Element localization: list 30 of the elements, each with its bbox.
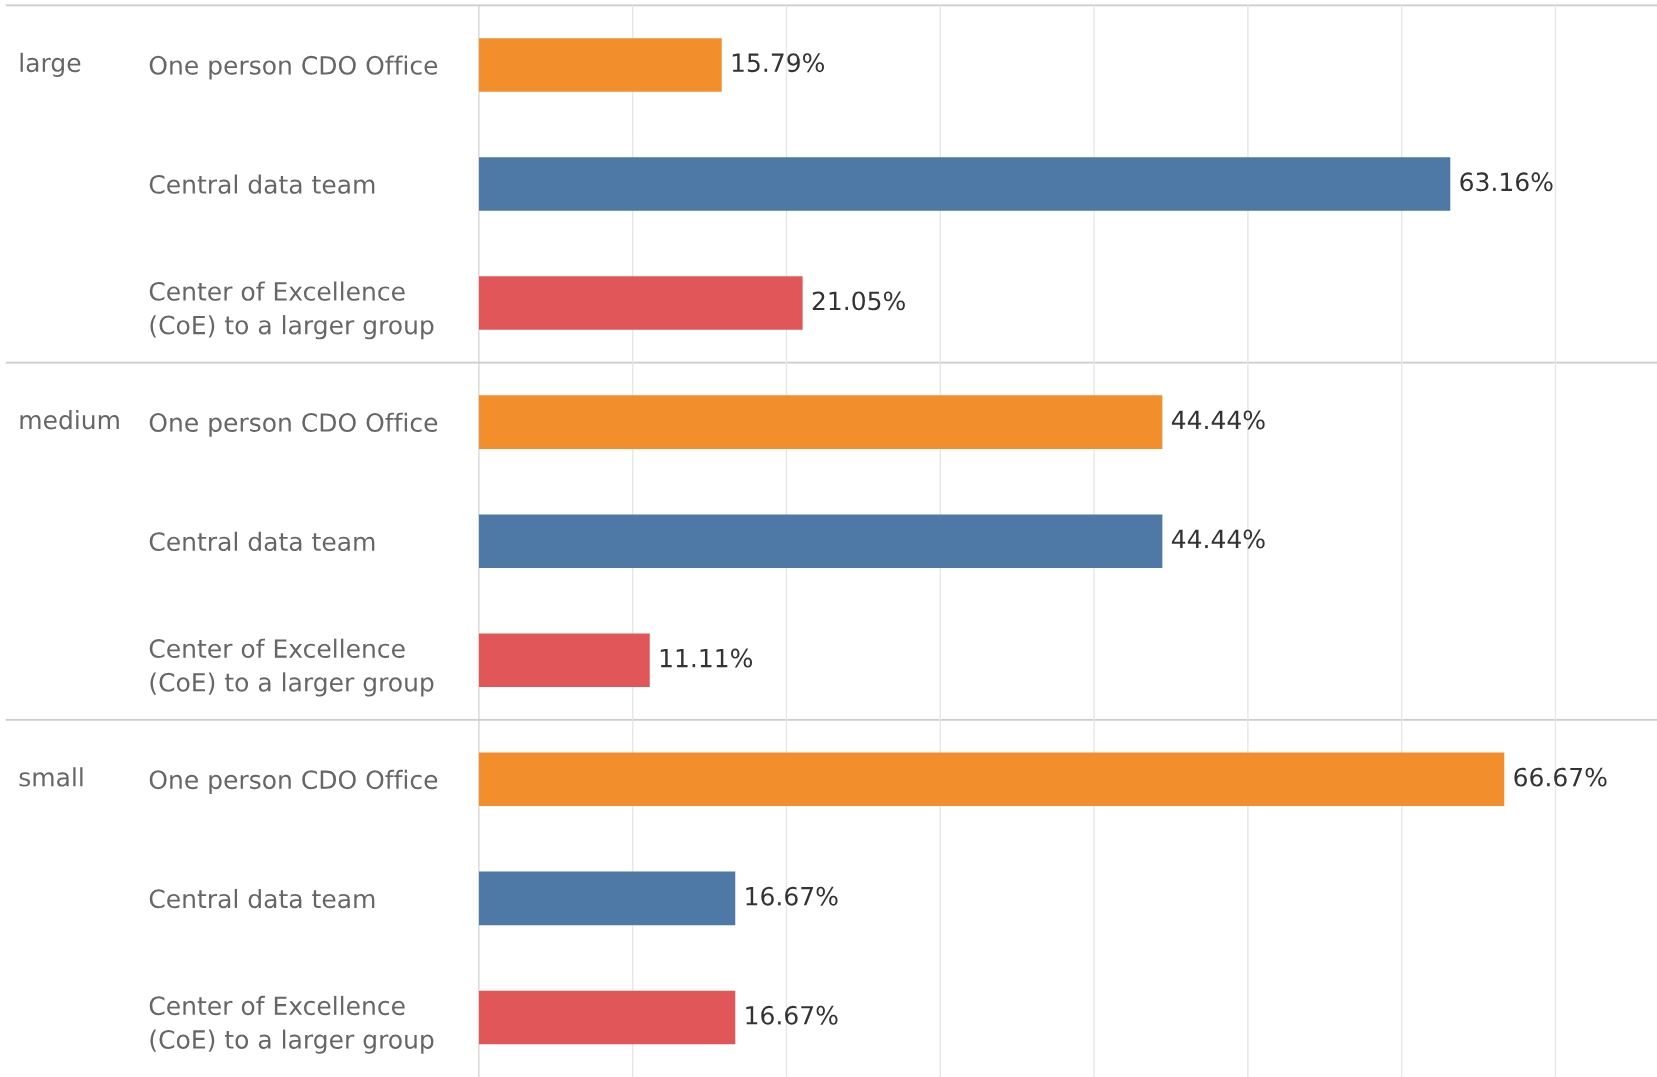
data-label: 16.67%	[746, 886, 838, 906]
y-tick-label: Central data team	[149, 531, 375, 552]
data-label: 21.05%	[812, 291, 905, 311]
data-label: 44.44%	[1171, 529, 1265, 549]
text: small	[19, 767, 83, 787]
y-tick-label: Center of Excellence (CoE) to a larger group	[149, 281, 434, 340]
data-label: 63.16%	[1460, 172, 1553, 192]
y-tick-label: Center of Excellence (CoE) to a larger group	[149, 995, 434, 1054]
data-label: 16.67%	[746, 1005, 838, 1025]
bar	[478, 752, 1505, 807]
bar	[478, 38, 722, 92]
bar	[478, 514, 1163, 568]
bar	[478, 395, 1163, 449]
y-tick-label: One person CDO Office	[149, 412, 438, 437]
y-tick-label: Central data team	[149, 888, 375, 909]
y-tick-label: Central data team	[149, 174, 375, 194]
y-tick-label: One person CDO Office	[149, 769, 438, 795]
data-label: 11.11%	[660, 648, 753, 668]
bar	[478, 871, 736, 926]
bar	[478, 990, 736, 1045]
y-tick-label: One person CDO Office	[149, 55, 438, 80]
data-label: 66.67%	[1514, 767, 1607, 787]
bar	[478, 276, 803, 330]
bar	[478, 633, 650, 688]
y-tick-label: Center of Excellence (CoE) to a larger group	[149, 638, 434, 697]
data-label: 15.79%	[732, 53, 825, 73]
data-label: 44.44%	[1171, 410, 1265, 430]
bar	[478, 157, 1451, 211]
text: large	[20, 52, 81, 78]
text: medium	[20, 410, 119, 430]
